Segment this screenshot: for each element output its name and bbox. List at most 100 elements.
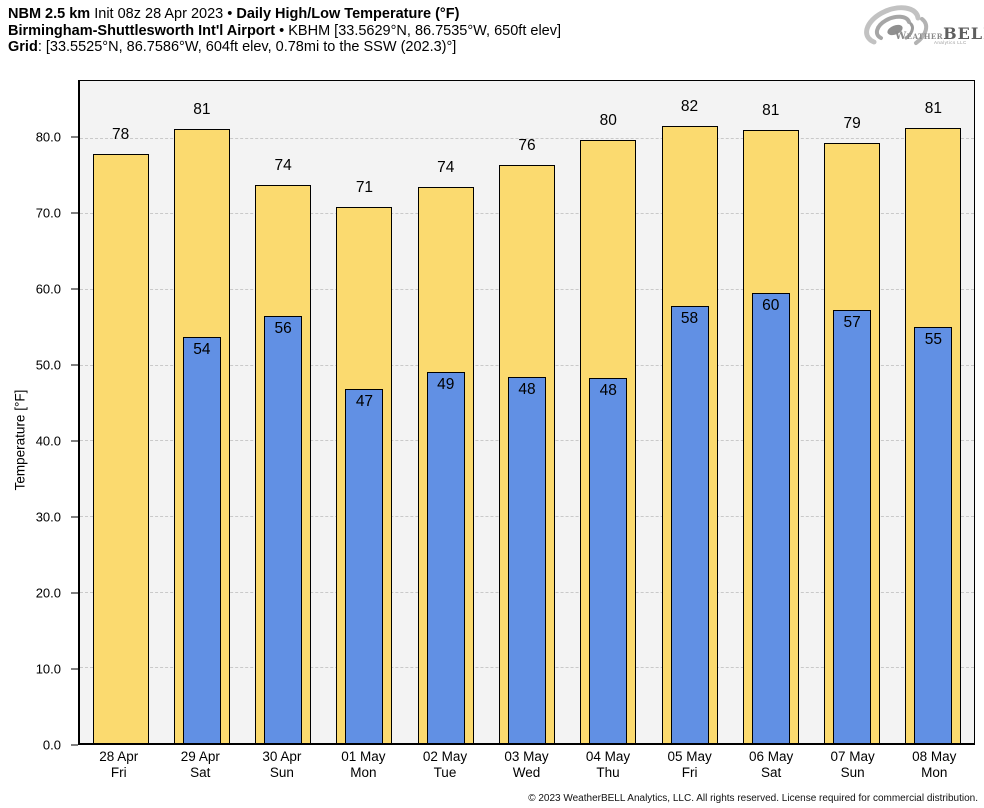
grid-label: Grid [8, 39, 38, 55]
y-tick-label: 80.0 [35, 129, 61, 145]
day-slot: 74 49 [405, 81, 486, 743]
y-tick-label: 30.0 [35, 509, 61, 525]
high-value-label: 76 [518, 136, 536, 154]
y-tick-mark [71, 212, 78, 214]
low-temp-bar: 47 [345, 388, 384, 743]
x-tick-label: 02 May Tue [423, 749, 467, 781]
x-tick-date: 08 May [912, 749, 957, 764]
day-slot: 82 58 [649, 81, 730, 743]
x-tick-date: 02 May [422, 749, 468, 764]
header-line-3: Grid: [33.5525°N, 86.7586°W, 604ft elev,… [8, 39, 561, 56]
x-tick-day: Fri [681, 765, 698, 780]
high-value-label: 78 [112, 126, 130, 144]
x-tick-label: 28 Apr Fri [99, 749, 138, 781]
x-tick-day: Sat [190, 765, 211, 780]
day-slot: 74 56 [243, 81, 324, 743]
y-axis: 0.0 10.0 20.0 30.0 40.0 50.0 60.0 70.0 80.0 [0, 80, 78, 753]
x-tick-date: 29 Apr [180, 749, 220, 764]
day-slot: 81 54 [161, 81, 242, 743]
day-slot: 81 55 [893, 81, 974, 743]
low-temp-bar: 60 [751, 292, 790, 743]
low-value-label: 47 [355, 392, 374, 410]
x-tick-day: Mon [350, 765, 377, 780]
y-tick-label: 20.0 [35, 585, 61, 601]
header-line-2: Birmingham-Shuttlesworth Int'l Airport •… [8, 23, 561, 40]
y-tick-mark [71, 592, 78, 594]
y-tick-mark [71, 516, 78, 518]
x-tick-label: 07 May Sun [831, 749, 875, 781]
x-tick-day: Tue [433, 765, 457, 780]
high-value-label: 71 [355, 179, 374, 197]
y-tick-label: 50.0 [35, 357, 61, 373]
day-slot: 78 [80, 81, 161, 743]
day-slot: 71 47 [324, 81, 405, 743]
high-value-label: 81 [193, 100, 211, 118]
x-tick-date: 30 Apr [262, 749, 302, 764]
y-tick-mark [71, 364, 78, 366]
product-name: Daily High/Low Temperature (°F) [236, 6, 460, 22]
logo-weather-text: Weather [895, 31, 944, 42]
station-name: Birmingham-Shuttlesworth Int'l Airport [8, 22, 276, 39]
x-tick-day: Sun [840, 765, 865, 780]
logo-subtitle: Analytics LLC [934, 40, 967, 45]
low-temp-bar: 55 [914, 326, 953, 743]
chart-header: NBM 2.5 km Init 08z 28 Apr 2023 • Daily … [8, 6, 561, 56]
low-value-label: 49 [437, 375, 455, 393]
y-tick-label: 10.0 [35, 661, 61, 677]
y-tick-label: 60.0 [35, 281, 61, 297]
high-value-label: 80 [599, 112, 617, 130]
plot-area: 78 81 54 74 56 71 47 74 49 76 48 80 48 82 58 81 60 79 57 81… [78, 80, 975, 745]
high-value-label: 81 [762, 102, 780, 120]
y-tick-mark [71, 440, 78, 442]
x-tick-date: 06 May [748, 749, 794, 764]
high-value-label: 81 [924, 99, 942, 117]
low-temp-bar: 58 [670, 306, 709, 743]
x-tick-day: Thu [596, 765, 620, 780]
x-tick-label: 01 May Mon [341, 749, 385, 781]
low-value-label: 48 [518, 380, 536, 398]
init-time: Init 08z 28 Apr 2023 • [90, 6, 237, 22]
x-tick-day: Wed [512, 765, 541, 780]
low-value-label: 58 [680, 310, 699, 328]
x-tick-label: 30 Apr Sun [262, 749, 301, 781]
low-value-label: 60 [762, 296, 780, 314]
high-temp-bar [92, 154, 149, 743]
y-tick-mark [71, 136, 78, 138]
x-axis: 28 Apr Fri 29 Apr Sat 30 Apr Sun 01 May Mon 02 M… [78, 749, 975, 783]
high-value-label: 74 [274, 156, 292, 174]
low-value-label: 57 [843, 314, 861, 332]
high-value-label: 82 [680, 97, 699, 115]
x-tick-label: 08 May Mon [912, 749, 956, 781]
x-tick-label: 06 May Sat [749, 749, 793, 781]
x-tick-day: Sun [269, 765, 294, 780]
x-tick-label: 29 Apr Sat [181, 749, 220, 781]
day-slot: 76 48 [486, 81, 567, 743]
y-tick-label: 70.0 [35, 205, 61, 221]
x-tick-label: 04 May Thu [586, 749, 630, 781]
logo-bell-text: BELL [943, 24, 984, 43]
day-slot: 80 48 [568, 81, 649, 743]
y-tick-mark [71, 668, 78, 670]
low-temp-bar: 48 [507, 376, 546, 743]
x-tick-day: Mon [921, 765, 948, 780]
low-temp-bar: 54 [182, 337, 221, 743]
x-tick-day: Fri [110, 765, 127, 780]
x-tick-date: 05 May [667, 749, 712, 764]
x-tick-date: 07 May [830, 749, 875, 764]
y-tick-mark [71, 288, 78, 290]
low-temp-bar: 48 [589, 378, 628, 743]
low-value-label: 56 [274, 320, 292, 338]
low-temp-bar: 57 [833, 310, 872, 743]
low-value-label: 54 [193, 341, 211, 359]
low-value-label: 48 [599, 382, 617, 400]
header-line-1: NBM 2.5 km Init 08z 28 Apr 2023 • Daily … [8, 6, 561, 23]
x-tick-date: 28 Apr [99, 749, 139, 764]
high-value-label: 74 [437, 158, 455, 176]
grid-info: : [33.5525°N, 86.7586°W, 604ft elev, 0.7… [37, 39, 457, 55]
weatherbell-logo: WeatherBELL Analytics LLC [862, 2, 984, 58]
y-tick-label: 0.0 [42, 737, 61, 753]
logo-wordmark: WeatherBELL [895, 24, 984, 43]
x-tick-date: 03 May [504, 749, 549, 764]
y-tick-mark [71, 744, 78, 746]
